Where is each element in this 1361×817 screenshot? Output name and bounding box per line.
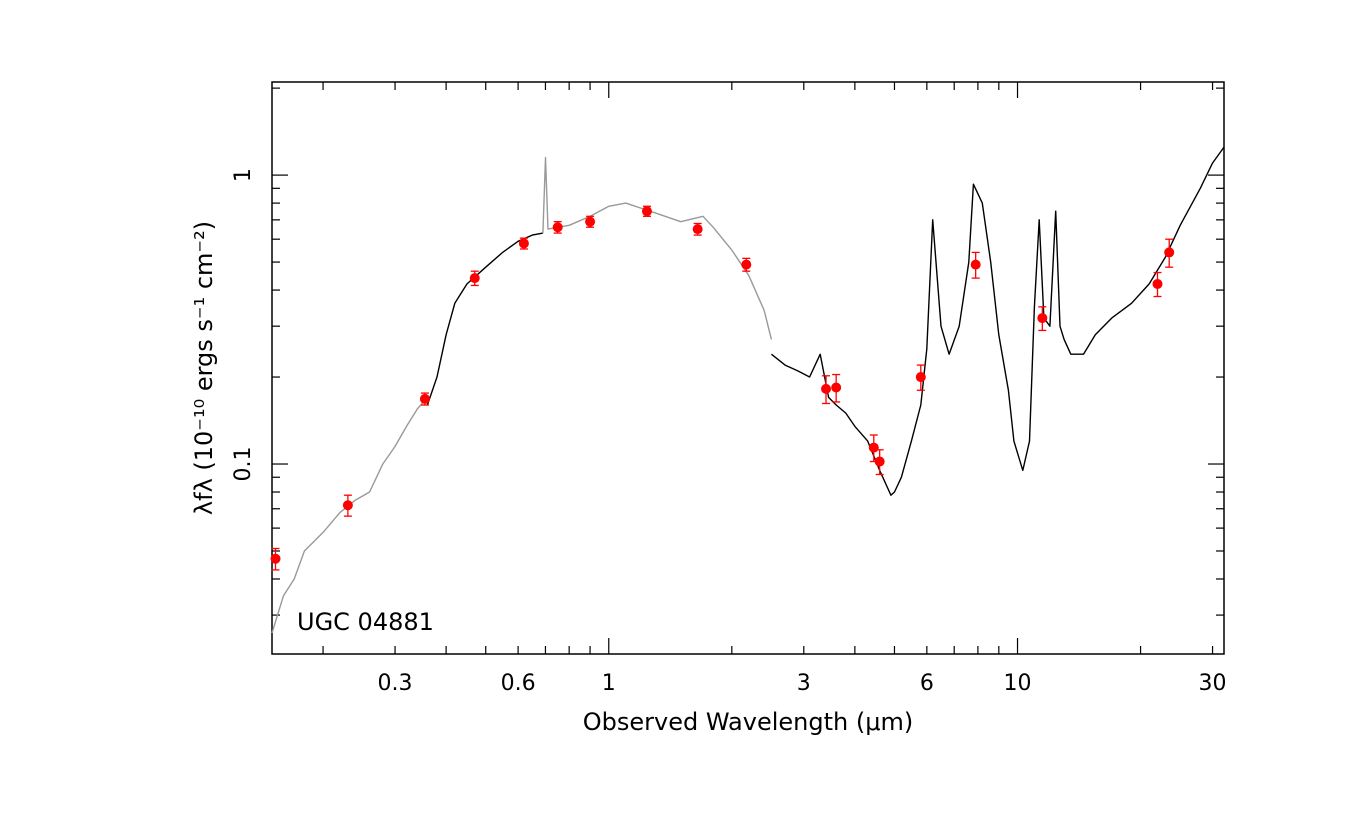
data-point [518, 237, 529, 250]
point-marker [692, 224, 703, 235]
point-marker [641, 206, 652, 217]
point-marker [419, 393, 430, 404]
data-point [692, 222, 703, 236]
plot-frame [271, 81, 1225, 655]
y-tick-label: 0.1 [231, 447, 256, 482]
data-point [1164, 238, 1175, 268]
x-tick-label: 1 [602, 671, 616, 696]
spectrum-line-2 [426, 232, 544, 406]
data-point [1037, 306, 1048, 332]
data-point [821, 375, 832, 405]
point-marker [552, 222, 563, 233]
x-tick-label: 0.6 [501, 671, 536, 696]
x-axis-label: Observed Wavelength (μm) [583, 708, 913, 736]
data-point [831, 373, 842, 403]
point-marker [1152, 278, 1163, 289]
object-annotation: UGC 04881 [297, 608, 434, 636]
axis-ticks [272, 82, 1224, 654]
x-tick-label: 30 [1199, 671, 1227, 696]
point-marker [1037, 313, 1048, 324]
point-marker [821, 383, 832, 394]
spectrum-line-3 [542, 156, 773, 340]
data-point [342, 494, 353, 517]
data-point [552, 221, 563, 234]
data-point [641, 205, 652, 217]
point-marker [741, 259, 752, 270]
point-marker [1164, 247, 1175, 258]
point-marker [342, 500, 353, 511]
spectrum-line-4 [770, 146, 1225, 496]
point-marker [915, 372, 926, 383]
y-axis-label: λfλ (10⁻¹⁰ ergs s⁻¹ cm⁻²) [190, 221, 218, 515]
spectrum-line-1 [271, 396, 428, 634]
data-point [469, 270, 480, 287]
y-tick-label: 1 [231, 168, 256, 182]
x-tick-label: 0.3 [378, 671, 413, 696]
data-point [419, 392, 430, 406]
point-marker [831, 382, 842, 393]
tick-labels: 0.3 0.6 1 3 6 10 30 0.1 1 [231, 168, 1227, 696]
plot-border [271, 81, 1225, 655]
data-point [874, 449, 885, 476]
series-layer [271, 146, 1225, 634]
points-layer [270, 205, 1175, 571]
x-tick-label: 3 [797, 671, 811, 696]
point-marker [518, 238, 529, 249]
point-marker [868, 442, 879, 453]
data-point [915, 364, 926, 391]
data-point [970, 251, 981, 279]
point-marker [970, 259, 981, 270]
point-marker [469, 273, 480, 284]
data-point [585, 215, 596, 228]
data-point [741, 257, 752, 272]
data-point [1152, 271, 1163, 298]
x-tick-label: 6 [920, 671, 934, 696]
data-point [270, 547, 281, 571]
point-marker [874, 456, 885, 467]
point-marker [585, 216, 596, 227]
point-marker [270, 553, 281, 564]
x-tick-label: 10 [1004, 671, 1032, 696]
